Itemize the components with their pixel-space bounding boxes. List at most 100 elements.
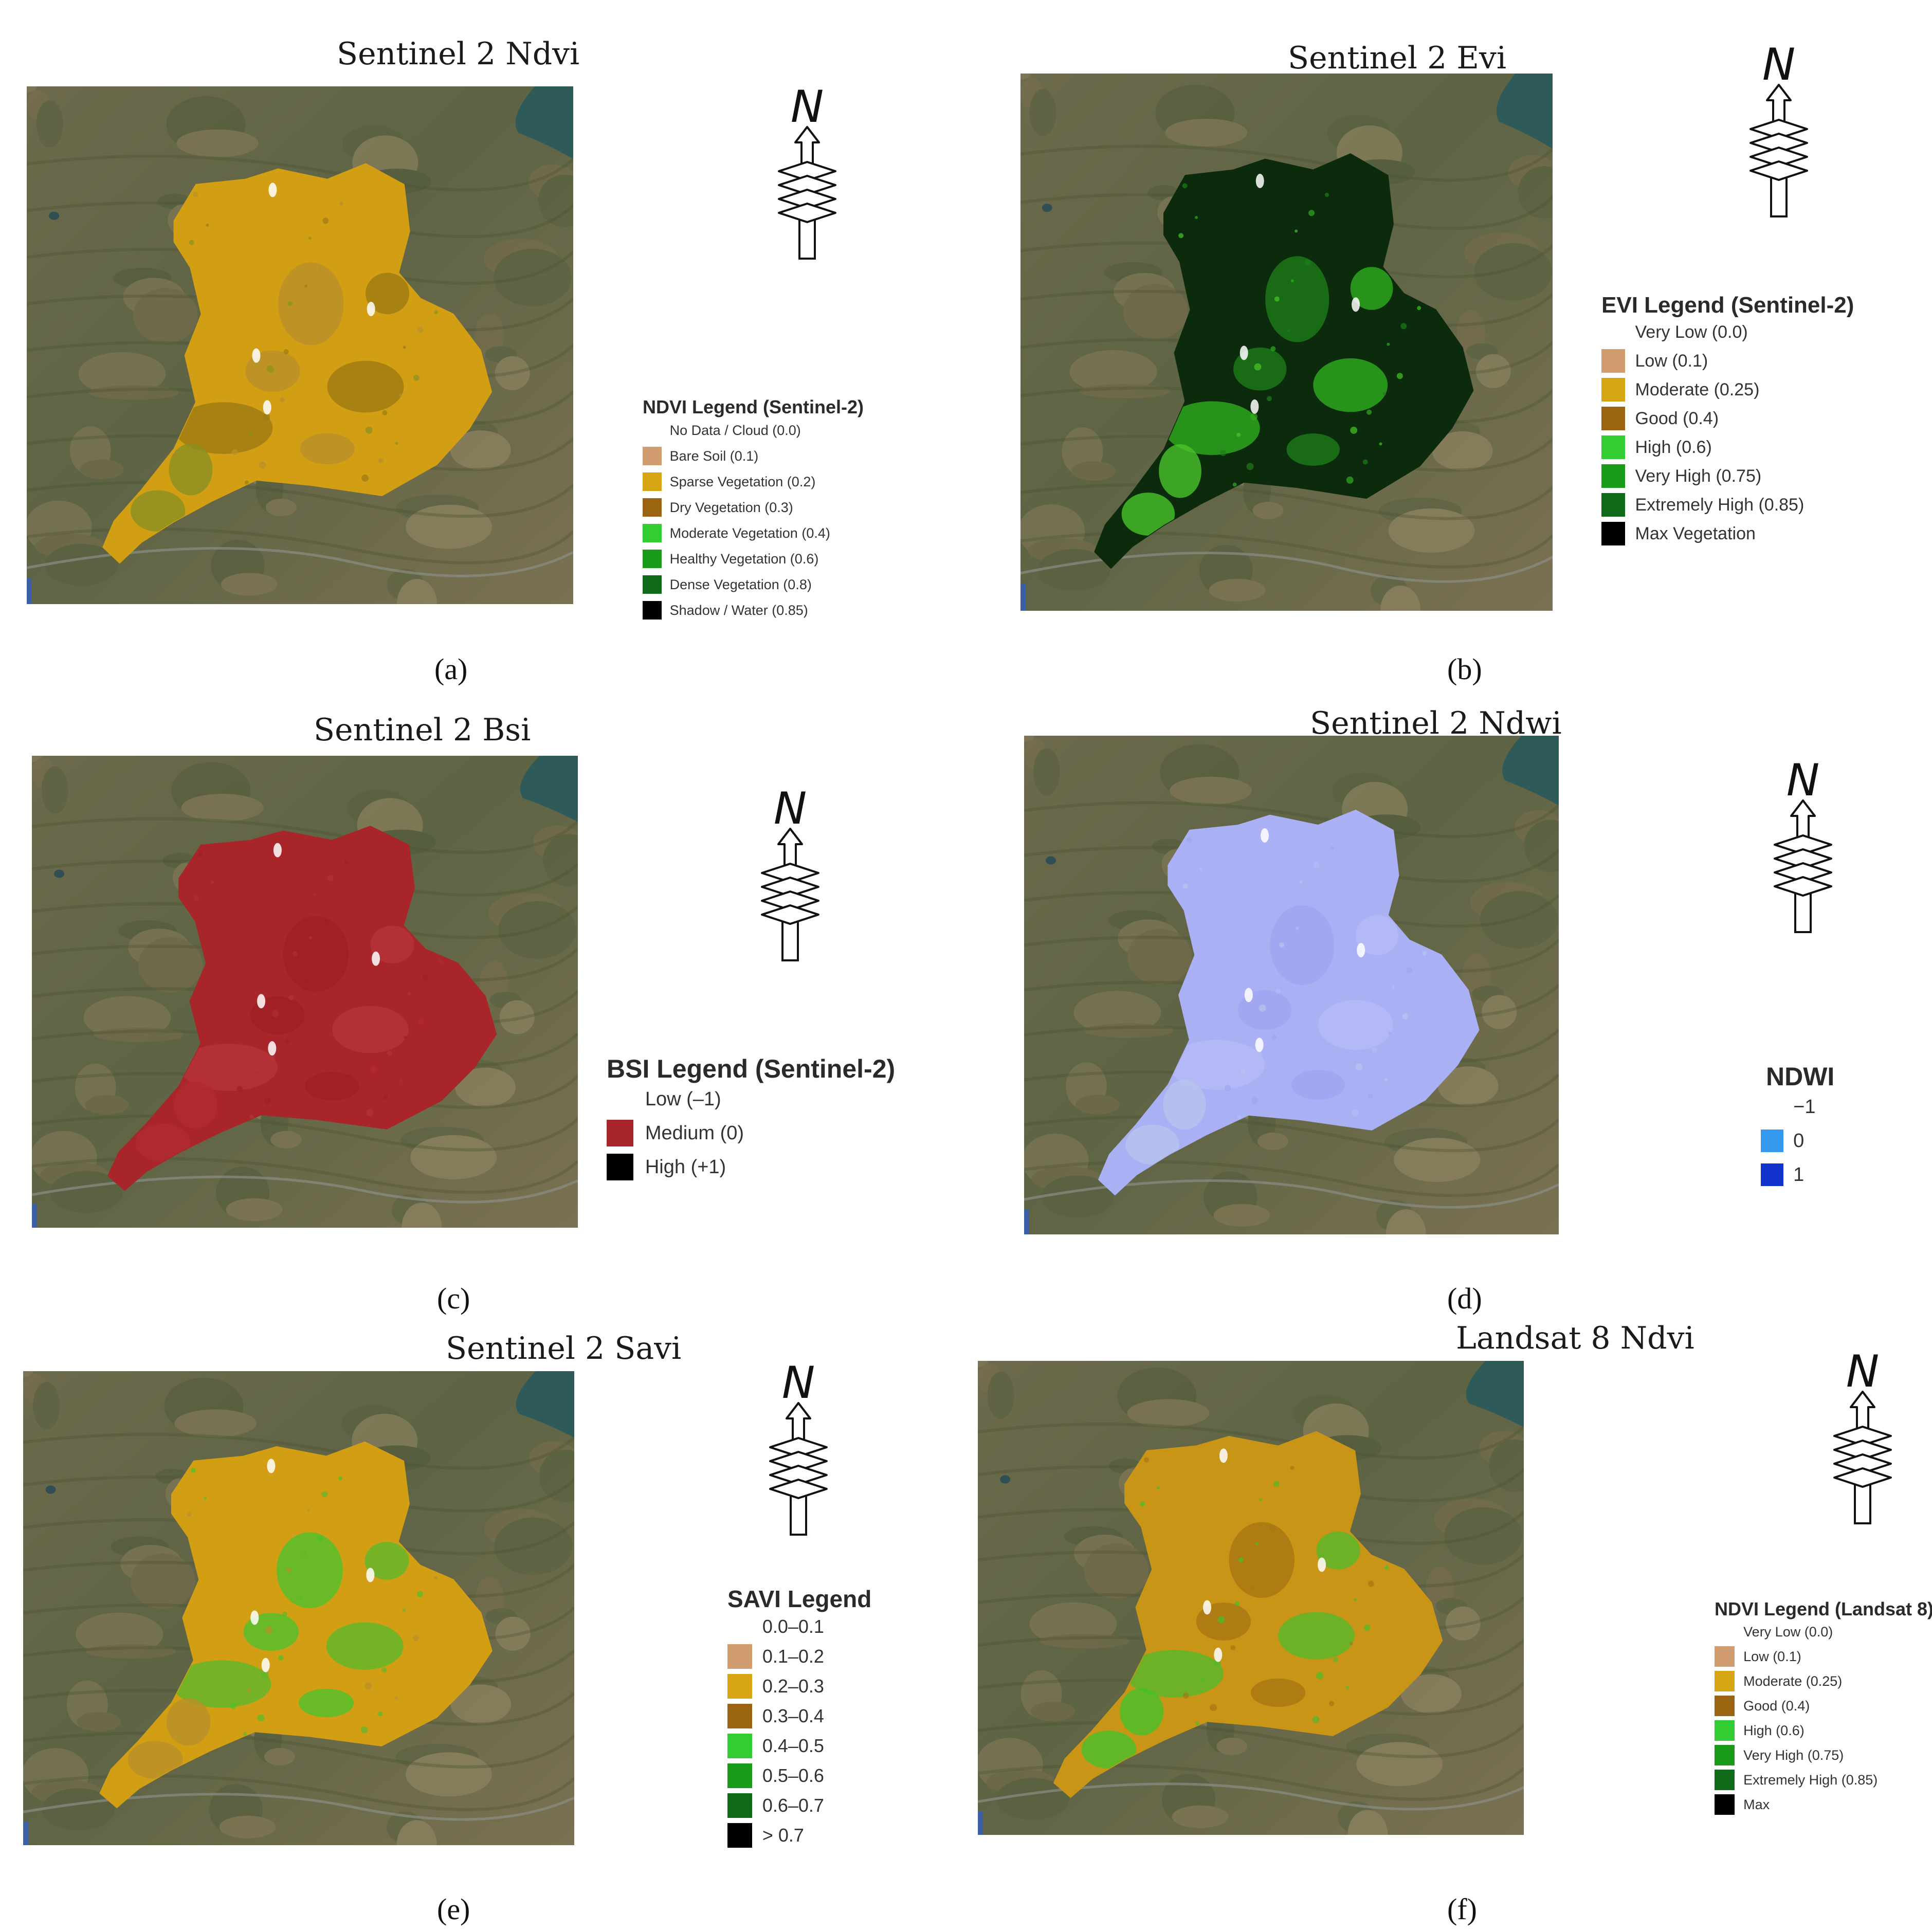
legend-swatch — [607, 1153, 634, 1181]
panel-caption: (d) — [1447, 1282, 1482, 1315]
legend-swatch — [607, 1119, 634, 1147]
no-data-spot — [267, 1459, 276, 1473]
legend-swatch — [1601, 493, 1625, 517]
legend-item: Healthy Vegetation (0.6) — [643, 546, 864, 572]
index-patch — [1164, 401, 1260, 455]
legend-label: Moderate (0.25) — [1635, 379, 1760, 399]
legend-label: Low (0.1) — [1743, 1648, 1801, 1664]
panel-caption: (c) — [437, 1282, 470, 1315]
legend: NDVI Legend (Landsat 8) Very Low (0.0) Low… — [1715, 1599, 1932, 1817]
legend-label: Very Low (0.0) — [1635, 322, 1748, 342]
river — [978, 1782, 1524, 1811]
index-patch — [370, 925, 414, 963]
index-patch — [1081, 1731, 1136, 1769]
north-arrow-icon: N — [769, 81, 846, 265]
legend-title: SAVI Legend — [727, 1586, 872, 1612]
legend-item: Shadow / Water (0.85) — [643, 597, 864, 623]
legend-item: Very High (0.75) — [1601, 462, 1854, 490]
satellite-map — [27, 86, 573, 604]
legend: EVI Legend (Sentinel-2) Very Low (0.0) Low… — [1601, 293, 1854, 548]
river — [1024, 1179, 1559, 1209]
legend-label: Medium (0) — [645, 1122, 744, 1144]
legend-swatch — [643, 498, 662, 517]
no-data-spot — [1203, 1600, 1212, 1615]
index-patch — [1159, 444, 1201, 498]
legend-title: BSI Legend (Sentinel-2) — [607, 1054, 896, 1083]
legend-swatch — [727, 1734, 752, 1758]
legend-swatch — [1715, 1696, 1735, 1716]
legend-label: Max — [1743, 1796, 1770, 1812]
panel-title: Sentinel 2 Evi — [1288, 40, 1507, 76]
legend-swatch — [727, 1763, 752, 1788]
legend-item: 0.6–0.7 — [727, 1791, 871, 1820]
legend-item: Moderate (0.25) — [1601, 375, 1854, 404]
index-patch — [1121, 493, 1175, 536]
legend-item: −1 — [1761, 1090, 1834, 1124]
map-canvas — [978, 1361, 1524, 1835]
no-data-spot — [273, 843, 282, 858]
legend-swatch — [1761, 1163, 1784, 1187]
legend-item: 0.5–0.6 — [727, 1761, 871, 1791]
index-patch — [1168, 1040, 1265, 1090]
index-patch — [326, 1622, 404, 1670]
legend-label: 0.5–0.6 — [762, 1765, 824, 1786]
legend-swatch — [607, 1085, 634, 1113]
index-patch — [174, 402, 273, 454]
panel-title: Sentinel 2 Ndwi — [1310, 705, 1562, 741]
index-patch — [1125, 1124, 1179, 1165]
legend-label: 0.6–0.7 — [762, 1795, 824, 1816]
no-data-spot — [250, 1610, 259, 1625]
map-canvas — [1020, 74, 1553, 611]
legend-label: Dense Vegetation (0.8) — [669, 576, 812, 592]
legend-title: NDVI Legend (Sentinel-2) — [643, 396, 864, 417]
legend-swatch — [1715, 1646, 1735, 1667]
index-patch — [1286, 433, 1340, 466]
legend-swatch — [1601, 349, 1625, 373]
legend-swatch — [1715, 1720, 1735, 1741]
legend-swatch — [1601, 378, 1625, 402]
north-label: N — [1787, 758, 1819, 806]
no-data-spot — [1240, 345, 1248, 360]
index-patch — [1265, 256, 1329, 342]
index-patch — [169, 443, 213, 496]
ridge-line — [32, 1114, 578, 1152]
legend-item: High (+1) — [607, 1150, 895, 1184]
legend-label: Extremely High (0.85) — [1635, 495, 1805, 515]
lake — [45, 1485, 56, 1494]
lake — [1000, 1475, 1011, 1484]
legend-label: High (0.6) — [1743, 1722, 1805, 1738]
reservoir — [1466, 1361, 1524, 1428]
legend-label: 0.1–0.2 — [762, 1646, 824, 1667]
no-data-spot — [372, 951, 380, 966]
legend-label: 1 — [1793, 1163, 1805, 1186]
north-label: N — [1762, 43, 1795, 90]
legend-swatch — [727, 1674, 752, 1699]
legend-title: EVI Legend (Sentinel-2) — [1601, 293, 1854, 318]
index-patch — [1350, 267, 1393, 310]
legend-label: 0.3–0.4 — [762, 1705, 824, 1726]
legend-swatch — [727, 1644, 752, 1669]
legend-item: 1 — [1761, 1158, 1834, 1192]
ridge-line — [1020, 483, 1553, 520]
legend: NDVI Legend (Sentinel-2) No Data / Cloud … — [643, 397, 864, 623]
legend-label: Dry Vegetation (0.3) — [669, 499, 793, 515]
legend-label: Good (0.4) — [1743, 1698, 1810, 1714]
legend-swatch — [1761, 1095, 1784, 1119]
legend-item: Dense Vegetation (0.8) — [643, 572, 864, 597]
legend-item: Moderate (0.25) — [1715, 1669, 1932, 1694]
no-data-spot — [257, 994, 266, 1009]
north-arrow-icon: N — [1764, 755, 1842, 938]
no-data-spot — [1244, 988, 1253, 1003]
reservoir — [516, 1371, 574, 1438]
legend-swatch — [643, 575, 662, 594]
legend-label: High (+1) — [645, 1156, 726, 1178]
legend-label: High (0.6) — [1635, 437, 1712, 457]
no-data-spot — [1255, 1037, 1264, 1052]
ridge-line — [1024, 1115, 1559, 1153]
reservoir — [1502, 736, 1559, 806]
satellite-map — [32, 756, 578, 1228]
legend-item: 0.0–0.1 — [727, 1612, 871, 1642]
river — [32, 1175, 578, 1204]
lake — [1042, 204, 1052, 212]
index-patch — [127, 1741, 183, 1779]
